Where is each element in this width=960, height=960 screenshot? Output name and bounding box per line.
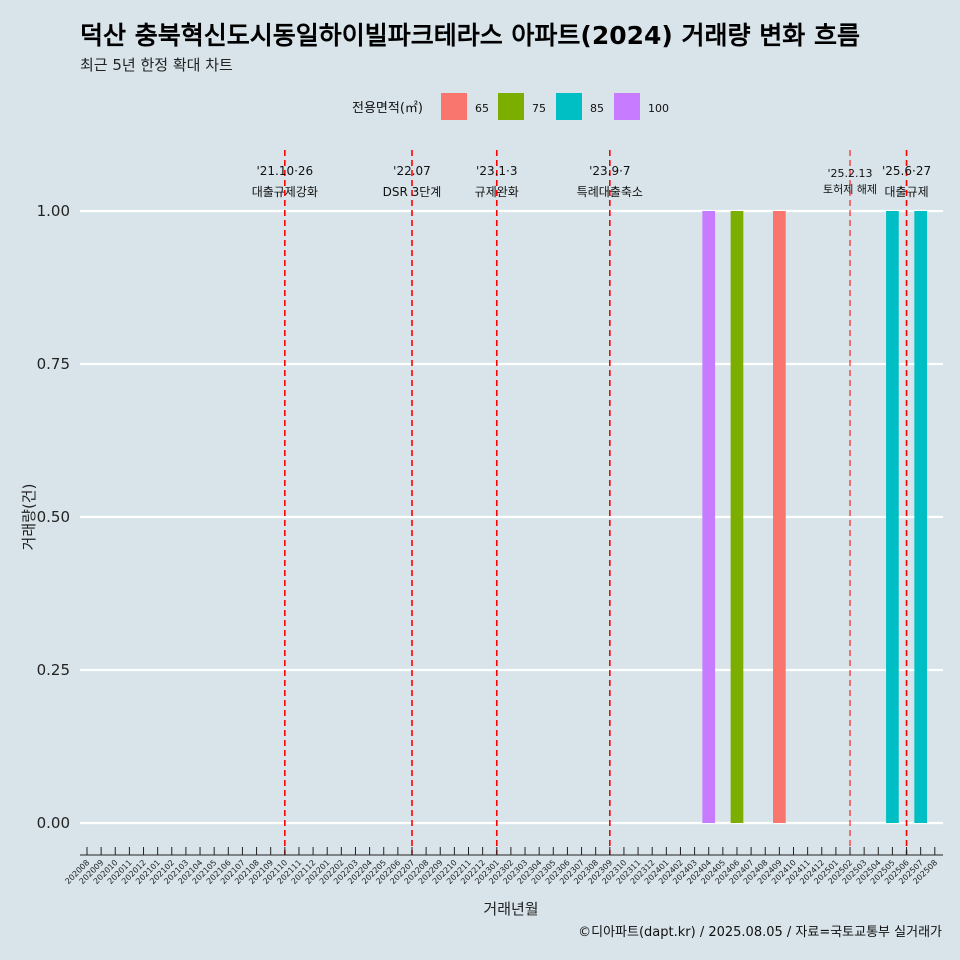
legend-title: 전용면적(㎡) (352, 101, 423, 116)
event-date: '22.07 (393, 164, 431, 178)
event-date: '25.6·27 (882, 164, 931, 178)
legend-label-65: 65 (475, 102, 489, 115)
event-label: DSR 3단계 (383, 185, 442, 199)
grid (80, 209, 943, 825)
x-axis: 2020082020092020102020112020122021012021… (63, 847, 943, 886)
bar-75-202406 (730, 211, 744, 823)
y-tick-label: 0.50 (37, 508, 70, 526)
chart-title: 덕산 충북혁신도시동일하이빌파크테라스 아파트(2024) 거래량 변화 흐름 (80, 21, 860, 50)
event-date: '21.10·26 (256, 164, 313, 178)
event-date: '23.1·3 (476, 164, 517, 178)
x-axis-label: 거래년월 (483, 900, 538, 918)
event-label: 규제완화 (475, 185, 519, 199)
legend-swatch-65 (441, 93, 467, 120)
bar-100-202404 (702, 211, 716, 823)
caption: ©디아파트(dapt.kr) / 2025.08.05 / 자료=국토교통부 실… (578, 925, 942, 940)
legend-label-75: 75 (532, 102, 546, 115)
annotations: '21.10·26 대출규제강화 '22.07 DSR 3단계 '23.1·3 규제완화 '… (252, 150, 931, 855)
bars (702, 211, 928, 823)
legend-swatch-75 (498, 93, 524, 120)
event-date: '23.9·7 (589, 164, 630, 178)
bar-85-202507 (914, 211, 928, 823)
legend: 전용면적(㎡) 65 75 85 100 (352, 93, 669, 120)
event-label: 대출규제 (884, 185, 928, 199)
legend-label-100: 100 (648, 102, 669, 115)
y-tick-label: 1.00 (37, 202, 70, 220)
legend-swatch-100 (614, 93, 640, 120)
y-tick-label: 0.25 (37, 661, 70, 679)
y-axis-label: 거래량(건) (20, 484, 38, 551)
chart-subtitle: 최근 5년 한정 확대 차트 (80, 56, 233, 74)
event-label: 토허제 해제 (823, 182, 877, 196)
y-tick-label: 0.75 (37, 355, 70, 373)
event-label: 특례대출축소 (577, 185, 643, 199)
bar-65-202409 (773, 211, 786, 823)
event-date: '25.2.13 (828, 167, 873, 180)
event-label: 대출규제강화 (252, 185, 318, 199)
legend-swatch-85 (556, 93, 582, 120)
y-axis: 0.00 0.25 0.50 0.75 1.00 (37, 202, 70, 832)
y-tick-label: 0.00 (37, 814, 70, 832)
legend-label-85: 85 (590, 102, 604, 115)
bar-85-202505 (886, 211, 899, 823)
